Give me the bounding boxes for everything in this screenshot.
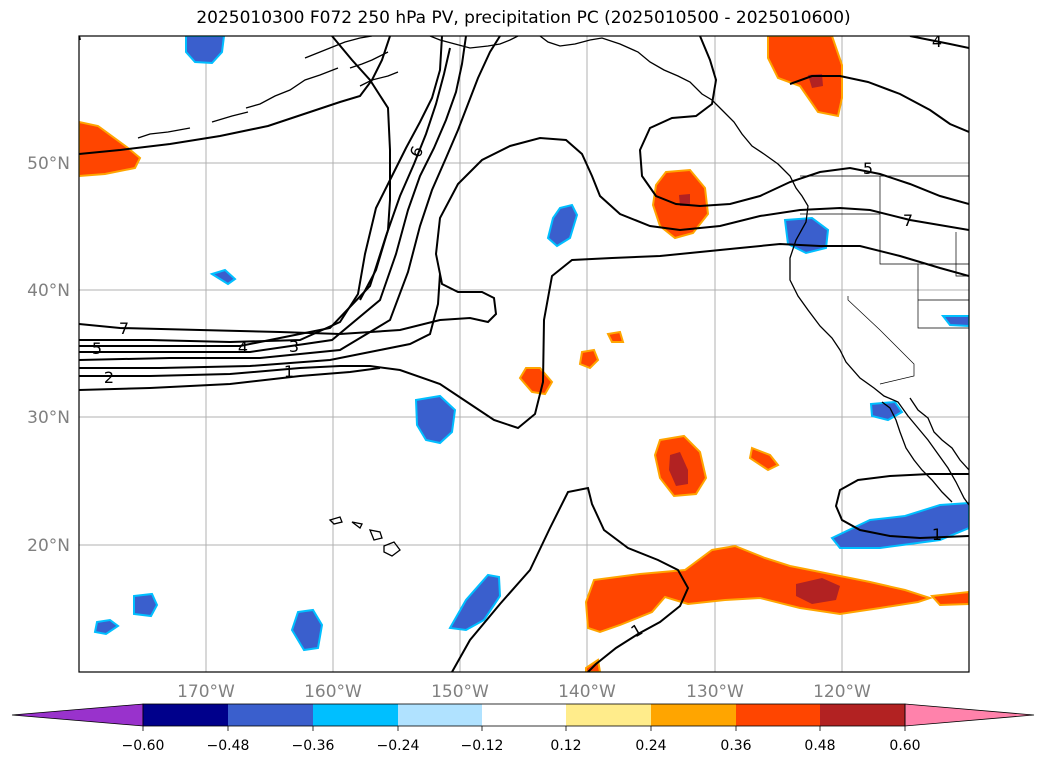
pv-contour bbox=[79, 36, 467, 353]
pv-contour bbox=[79, 367, 381, 391]
map-frame bbox=[78, 35, 970, 673]
colorbar-segment bbox=[228, 704, 313, 726]
colorbar-tick-label: −0.12 bbox=[461, 738, 504, 754]
contour-label: 4 bbox=[238, 338, 248, 357]
contour-label: 5 bbox=[92, 339, 102, 358]
contour-label: 7 bbox=[119, 319, 129, 338]
pv-contour bbox=[79, 273, 441, 369]
colorbar-extend-low bbox=[11, 703, 144, 727]
pv-contour bbox=[79, 47, 451, 347]
colorbar-tick-label: 0.12 bbox=[550, 738, 581, 754]
lat-tick-labels: 50°N 40°N 30°N 20°N bbox=[27, 154, 70, 556]
colorbar-segment bbox=[736, 704, 820, 726]
north-america-coastline bbox=[881, 401, 953, 503]
lat-tick-label: 20°N bbox=[27, 536, 70, 556]
pv-contour bbox=[79, 242, 969, 430]
colorbar-tick-label: 0.36 bbox=[720, 738, 751, 754]
lat-tick-label: 50°N bbox=[27, 154, 70, 174]
contour-label: 2 bbox=[104, 368, 114, 387]
lon-tick-label: 150°W bbox=[431, 682, 489, 702]
precip-area bbox=[448, 573, 502, 632]
lon-tick-labels: 170°W 160°W 150°W 140°W 130°W 120°W bbox=[177, 682, 871, 702]
colorbar-frame bbox=[142, 703, 906, 727]
precip-area bbox=[290, 608, 324, 652]
precip-area bbox=[79, 120, 142, 178]
hawaii-islands bbox=[328, 516, 401, 557]
pv-contour bbox=[909, 36, 969, 49]
colorbar-extend-high bbox=[904, 703, 1035, 727]
precip-area bbox=[584, 544, 934, 634]
pv-contours bbox=[79, 36, 969, 672]
pv-contour bbox=[79, 36, 501, 361]
precip-area bbox=[767, 36, 843, 118]
contour-label: 5 bbox=[863, 159, 873, 178]
lon-tick-label: 140°W bbox=[558, 682, 616, 702]
colorbar-tick-label: −0.48 bbox=[207, 738, 250, 754]
colorbar-tick-label: −0.60 bbox=[122, 738, 165, 754]
precip-area bbox=[808, 74, 823, 88]
lon-tick-label: 170°W bbox=[177, 682, 235, 702]
precip-area bbox=[93, 618, 120, 636]
lon-tick-label: 130°W bbox=[686, 682, 744, 702]
lon-tick-label: 160°W bbox=[304, 682, 362, 702]
map-title: 2025010300 F072 250 hPa PV, precipitatio… bbox=[196, 8, 851, 28]
contour-label: 4 bbox=[932, 32, 942, 51]
precip-area bbox=[669, 452, 688, 486]
lat-tick-label: 30°N bbox=[27, 408, 70, 428]
colorbar-segment bbox=[398, 704, 482, 726]
lat-tick-label: 40°N bbox=[27, 281, 70, 301]
precip-area bbox=[796, 578, 840, 604]
precip-area bbox=[940, 315, 969, 328]
pv-contour bbox=[79, 36, 391, 155]
colorbar: −0.60 −0.48 −0.36 −0.24 −0.12 0.12 0.24 … bbox=[11, 703, 1035, 754]
contour-label: 7 bbox=[903, 211, 913, 230]
precip-area bbox=[133, 592, 159, 618]
contour-label: 1 bbox=[932, 525, 942, 544]
precip-negative-areas bbox=[93, 36, 969, 652]
colorbar-tick-label: −0.36 bbox=[292, 738, 335, 754]
pv-contour bbox=[79, 136, 969, 336]
precip-area bbox=[606, 330, 625, 343]
pv-contour bbox=[79, 36, 443, 344]
precip-area bbox=[209, 268, 237, 286]
pv-contour bbox=[638, 36, 969, 208]
precip-area bbox=[578, 348, 600, 370]
alaska-coastline bbox=[137, 36, 399, 139]
colorbar-tick-label: 0.24 bbox=[635, 738, 666, 754]
lon-tick-label: 120°W bbox=[813, 682, 871, 702]
colorbar-segment bbox=[143, 704, 228, 726]
precip-area bbox=[414, 394, 457, 445]
precip-area bbox=[748, 446, 780, 472]
colorbar-tick-label: 0.48 bbox=[804, 738, 835, 754]
colorbar-segment bbox=[651, 704, 736, 726]
colorbar-tick-label: −0.24 bbox=[377, 738, 420, 754]
precip-area bbox=[679, 194, 690, 206]
colorbar-segment bbox=[482, 704, 566, 726]
pv-contour bbox=[451, 486, 690, 672]
precip-area bbox=[546, 203, 579, 248]
precip-area bbox=[929, 590, 969, 607]
contour-label: 1 bbox=[284, 362, 294, 381]
colorbar-segment bbox=[820, 704, 905, 726]
pv-contour bbox=[789, 75, 969, 133]
colorbar-segment bbox=[313, 704, 398, 726]
pv-contour bbox=[834, 473, 969, 540]
colorbar-tick-label: 0.60 bbox=[889, 738, 920, 754]
precip-area bbox=[185, 36, 226, 65]
colorbar-segment bbox=[566, 704, 651, 726]
contour-label: 3 bbox=[289, 337, 299, 356]
